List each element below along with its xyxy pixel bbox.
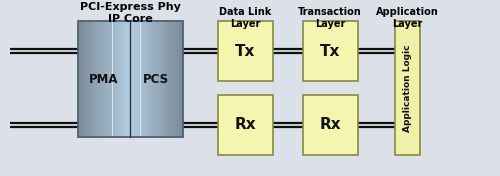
Bar <box>126 21 128 137</box>
Bar <box>144 21 146 137</box>
Bar <box>116 21 118 137</box>
Bar <box>88 21 90 137</box>
Text: PCS: PCS <box>143 73 170 86</box>
Text: Rx: Rx <box>319 117 341 133</box>
Bar <box>78 21 182 137</box>
Bar <box>92 21 93 137</box>
Bar <box>97 21 98 137</box>
Bar <box>302 95 358 155</box>
Bar <box>78 21 79 137</box>
Bar <box>218 21 272 81</box>
Bar <box>81 21 83 137</box>
Bar <box>395 21 420 155</box>
Bar <box>98 21 100 137</box>
Bar <box>160 21 162 137</box>
Bar <box>302 21 358 81</box>
Text: Application Logic: Application Logic <box>403 44 412 132</box>
Text: PCI-Express Phy
IP Core: PCI-Express Phy IP Core <box>80 2 180 24</box>
Bar <box>172 21 174 137</box>
Bar <box>86 21 88 137</box>
Text: Application
Layer: Application Layer <box>376 7 439 29</box>
Bar <box>123 21 125 137</box>
Bar <box>114 21 116 137</box>
Text: Tx: Tx <box>235 43 255 59</box>
Bar <box>146 21 148 137</box>
Bar <box>112 21 114 137</box>
Bar <box>148 21 150 137</box>
Bar <box>135 21 137 137</box>
Bar <box>153 21 154 137</box>
Bar <box>167 21 168 137</box>
Bar <box>100 21 102 137</box>
Bar <box>118 21 120 137</box>
Bar <box>95 21 97 137</box>
Bar <box>140 21 142 137</box>
Bar <box>93 21 95 137</box>
Text: PMA: PMA <box>89 73 118 86</box>
Bar <box>179 21 181 137</box>
Bar <box>79 21 81 137</box>
Bar <box>162 21 163 137</box>
Text: Rx: Rx <box>234 117 256 133</box>
Bar <box>120 21 121 137</box>
Bar <box>121 21 123 137</box>
Bar <box>218 95 272 155</box>
Bar <box>156 21 158 137</box>
Bar <box>104 21 106 137</box>
Bar <box>102 21 104 137</box>
Bar <box>174 21 176 137</box>
Bar <box>125 21 126 137</box>
Bar <box>134 21 135 137</box>
Bar <box>149 21 151 137</box>
Bar <box>176 21 177 137</box>
Bar <box>128 21 130 137</box>
Bar <box>170 21 172 137</box>
Bar <box>83 21 84 137</box>
Bar <box>163 21 165 137</box>
Bar <box>107 21 109 137</box>
Bar <box>90 21 92 137</box>
Bar <box>132 21 134 137</box>
Bar <box>110 21 112 137</box>
Bar <box>142 21 144 137</box>
Bar <box>177 21 179 137</box>
Text: Data Link
Layer: Data Link Layer <box>219 7 271 29</box>
Bar <box>106 21 107 137</box>
Bar <box>181 21 182 137</box>
Bar <box>151 21 153 137</box>
Bar <box>84 21 86 137</box>
Text: Transaction
Layer: Transaction Layer <box>298 7 362 29</box>
Bar <box>137 21 139 137</box>
Text: Tx: Tx <box>320 43 340 59</box>
Bar <box>165 21 166 137</box>
Bar <box>158 21 160 137</box>
Bar <box>109 21 111 137</box>
Bar <box>138 21 140 137</box>
Bar <box>154 21 156 137</box>
Bar <box>130 21 132 137</box>
Bar <box>168 21 170 137</box>
